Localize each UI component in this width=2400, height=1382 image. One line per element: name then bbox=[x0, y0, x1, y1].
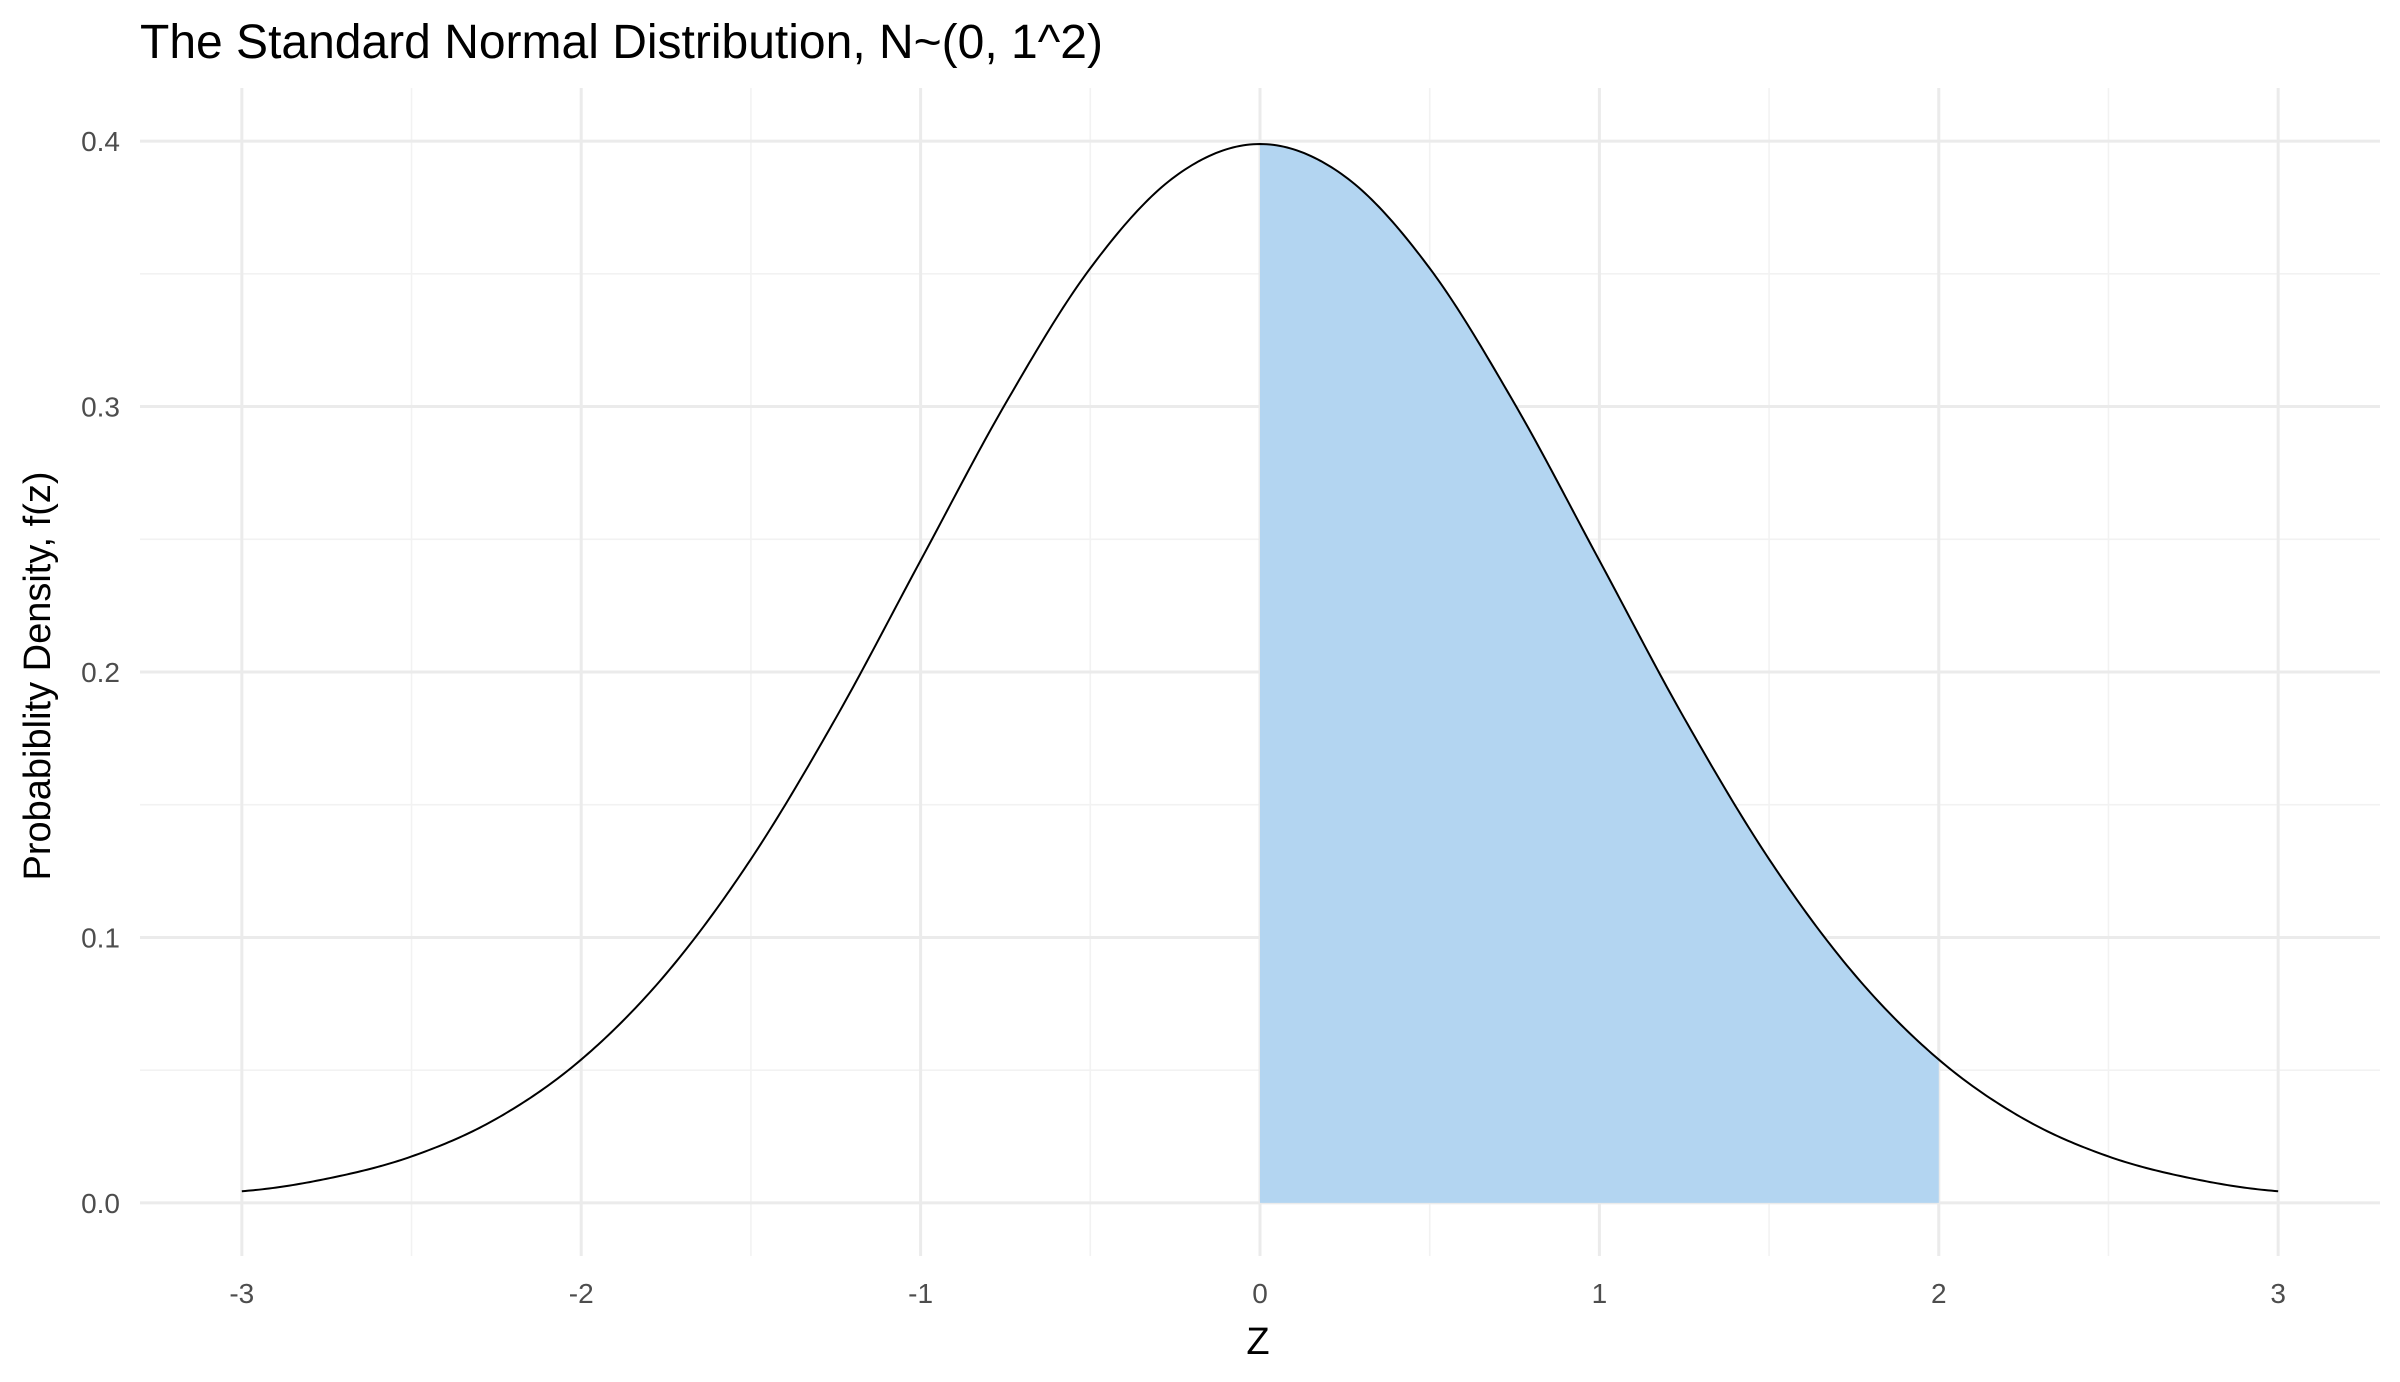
x-tick-label: -3 bbox=[229, 1278, 254, 1309]
x-tick-label: 2 bbox=[1931, 1278, 1947, 1309]
y-tick-label: 0.2 bbox=[81, 657, 120, 688]
y-tick-label: 0.3 bbox=[81, 392, 120, 423]
x-axis-label: Z bbox=[1246, 1321, 1269, 1363]
x-tick-label: 3 bbox=[2270, 1278, 2286, 1309]
x-tick-label: -1 bbox=[908, 1278, 933, 1309]
x-tick-label: 1 bbox=[1592, 1278, 1608, 1309]
shaded-area-layer bbox=[1260, 144, 1939, 1203]
y-tick-label: 0.0 bbox=[81, 1188, 120, 1219]
density-curve bbox=[241, 143, 2279, 1193]
shaded-region bbox=[1260, 144, 1939, 1203]
tick-labels: -3 -2 -1 0 1 2 3 0.0 0.1 0.2 0.3 0.4 bbox=[81, 126, 2286, 1309]
y-axis-label: Probabiblity Density, f(z) bbox=[17, 472, 59, 881]
chart-title: The Standard Normal Distribution, N~(0, … bbox=[140, 16, 1103, 69]
x-tick-label: 0 bbox=[1252, 1278, 1268, 1309]
density-curve-layer bbox=[241, 143, 2279, 1193]
y-tick-label: 0.4 bbox=[81, 126, 120, 157]
x-tick-label: -2 bbox=[569, 1278, 594, 1309]
y-tick-label: 0.1 bbox=[81, 922, 120, 953]
